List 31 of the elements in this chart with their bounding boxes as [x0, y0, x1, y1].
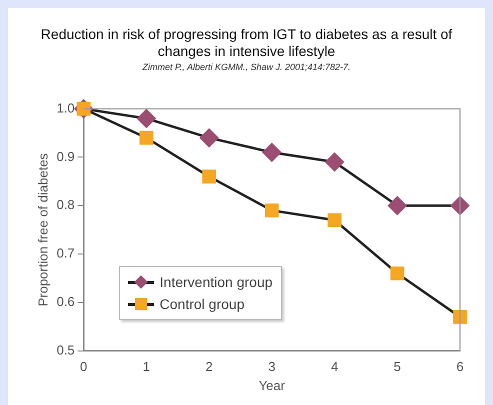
- y-tick-label: 0.5: [56, 342, 75, 358]
- legend-label: Intervention group: [160, 274, 273, 290]
- y-tick-label: 1.0: [56, 100, 75, 116]
- y-tick-label: 0.6: [56, 294, 75, 309]
- x-tick-label: 3: [268, 359, 276, 374]
- point: [139, 130, 154, 145]
- x-tick-label: 5: [394, 359, 401, 374]
- x-tick-label: 1: [142, 359, 150, 374]
- point: [325, 152, 344, 172]
- point: [202, 170, 216, 184]
- point: [453, 310, 467, 324]
- y-tick-label: 0.7: [56, 246, 75, 261]
- legend-label: Control group: [160, 296, 244, 312]
- point: [137, 109, 156, 128]
- x-tick-label: 0: [80, 359, 88, 374]
- point: [390, 266, 404, 280]
- x-tick-label: 2: [205, 359, 213, 374]
- y-tick-label: 0.8: [56, 197, 75, 212]
- point: [200, 128, 218, 148]
- point: [328, 213, 342, 228]
- x-tick-label: 6: [456, 359, 464, 374]
- point: [264, 204, 279, 218]
- x-axis-title: Year: [258, 378, 286, 393]
- x-tick-label: 4: [330, 359, 338, 374]
- y-axis-title: Proportion free of diabetes: [35, 152, 50, 306]
- text: Zimmet P., Alberti KGMM., Shaw J. 2001;414:782-7.: [141, 62, 352, 72]
- y-tick-label: 0.9: [56, 148, 75, 164]
- chart-title: Reduction in risk of progressing from IGT to diabetes as a result of changes in intensive lifestyle: [40, 26, 454, 60]
- point: [450, 196, 470, 215]
- point: [388, 196, 407, 215]
- point: [262, 143, 282, 162]
